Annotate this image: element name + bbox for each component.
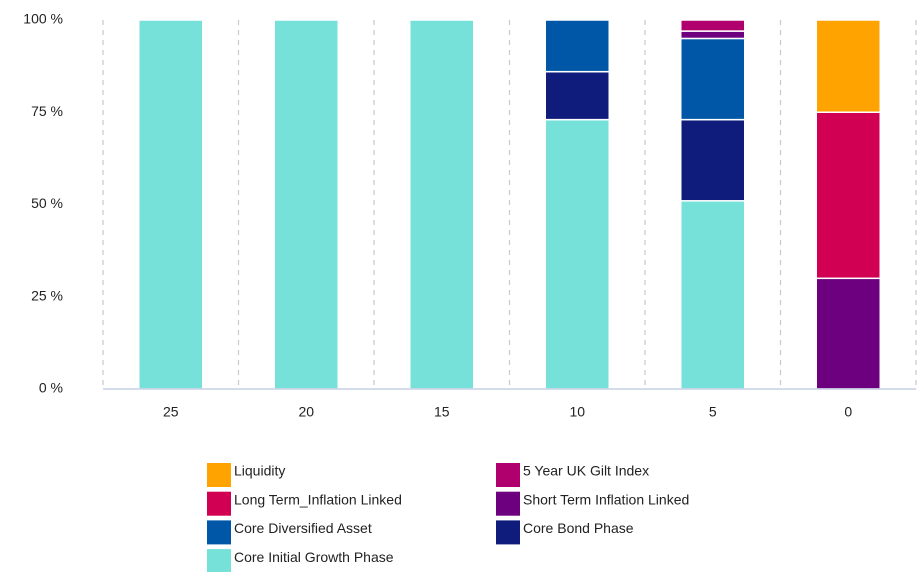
x-tick-label: 20 [298,404,314,420]
y-tick-label: 100 % [23,11,63,27]
bar-segment [544,70,610,121]
legend-label: Short Term Inflation Linked [523,491,689,507]
bar-segment [680,19,746,32]
legend-swatch [207,520,231,545]
x-tick-label: 25 [163,404,179,420]
legend-label: Core Initial Growth Phase [234,549,394,565]
legend-label: Core Bond Phase [523,520,634,536]
legend-label: Liquidity [234,463,285,479]
legend-label: 5 Year UK Gilt Index [523,463,649,479]
bar-segment [680,30,746,40]
bar-segment [680,37,746,121]
x-tick-label: 5 [709,404,717,420]
y-tick-label: 0 % [39,380,63,396]
bar-segment [138,19,204,390]
bar-segment [544,118,610,390]
bar-segment [409,19,475,390]
x-tick-label: 15 [434,404,450,420]
y-tick-label: 50 % [31,195,63,211]
y-tick-label: 25 % [31,287,63,303]
y-tick-label: 75 % [31,103,63,119]
legend-swatch [496,520,520,545]
legend-swatch [207,549,231,574]
legend-swatch [496,491,520,516]
legend-swatch [207,491,231,516]
bar-segment [680,200,746,390]
x-tick-label: 0 [844,404,852,420]
legend-swatch [496,463,520,487]
bar-segment [815,19,881,113]
legend-label: Long Term_Inflation Linked [234,491,402,507]
bar-segment [815,111,881,280]
x-tick-label: 10 [569,404,585,420]
legend-label: Core Diversified Asset [234,520,372,536]
bar-segment [815,277,881,390]
legend-swatch [207,463,231,487]
bar-segment [680,118,746,202]
bar-segment [544,19,610,73]
bar-segment [273,19,339,390]
